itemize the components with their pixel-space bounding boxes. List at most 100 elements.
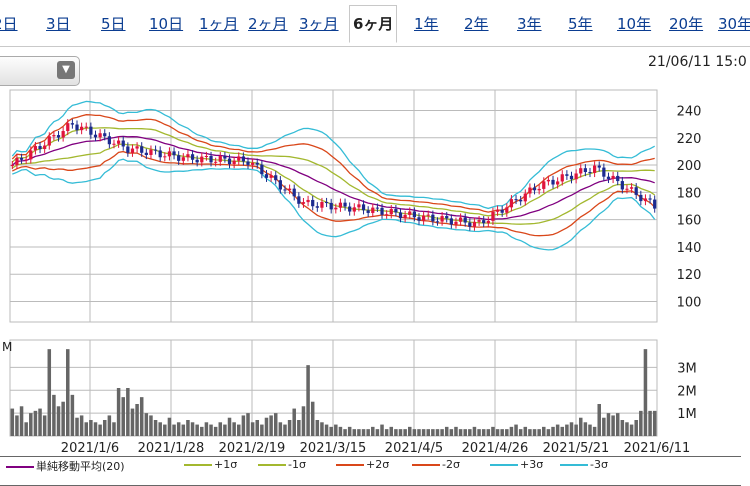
indicator-select[interactable]: ▼ <box>0 56 80 86</box>
candle-body <box>588 172 592 174</box>
legend-label: 単純移動平均(20) <box>36 460 125 473</box>
volume-bar <box>329 426 333 436</box>
candle-body <box>519 200 523 202</box>
volume-bar <box>394 429 398 436</box>
tab-3m[interactable]: 3ヶ月 <box>299 15 339 33</box>
volume-bar <box>560 426 565 436</box>
tab-2m[interactable]: 2ヶ月 <box>248 15 288 33</box>
tab-10d[interactable]: 10日 <box>149 15 184 33</box>
tab-3d[interactable]: 3日 <box>46 15 71 33</box>
volume-bar <box>33 410 38 436</box>
volume-bar <box>652 410 657 436</box>
volume-bar <box>38 408 42 436</box>
price-grid <box>9 89 658 323</box>
volume-bar <box>130 408 135 436</box>
volume-bar <box>56 406 61 436</box>
volume-bar <box>565 424 569 436</box>
volume-bar <box>629 424 634 436</box>
candle-body <box>431 214 435 222</box>
candle-body <box>468 222 472 227</box>
candle-body <box>135 146 139 149</box>
candle-body <box>537 188 541 191</box>
candle-body <box>172 151 176 156</box>
volume-bar <box>523 426 528 436</box>
candle-body <box>551 179 555 185</box>
candle-body <box>70 123 75 125</box>
tab-2d[interactable]: 2日 <box>0 15 18 33</box>
volume-bar <box>24 422 28 436</box>
candle-body <box>177 155 181 161</box>
candle-body <box>532 187 537 191</box>
volume-bar <box>643 349 648 436</box>
volume-bar <box>555 424 560 436</box>
candle-body <box>47 136 51 146</box>
candle-body <box>232 160 236 165</box>
candle-body <box>167 151 172 157</box>
tab-10y[interactable]: 10年 <box>617 15 652 33</box>
candle-body <box>348 206 352 212</box>
candle-body <box>153 149 158 151</box>
volume-bar <box>264 417 269 436</box>
tab-1m[interactable]: 1ヶ月 <box>199 15 239 33</box>
volume-bar <box>491 426 495 436</box>
volume-bar <box>569 422 574 436</box>
volume-bar <box>19 406 24 436</box>
tab-5d[interactable]: 5日 <box>101 15 126 33</box>
candle-body <box>579 168 583 174</box>
volume-bar <box>495 429 500 436</box>
tab-6m[interactable]: 6ヶ月 <box>349 5 398 43</box>
band-line-m2 <box>11 150 656 237</box>
tab-1y[interactable]: 1年 <box>414 15 439 33</box>
candle-body <box>463 217 467 223</box>
y-tick-label: 140 <box>677 241 702 256</box>
tab-5y[interactable]: 5年 <box>568 15 593 33</box>
candle-body <box>394 209 398 213</box>
chevron-down-icon[interactable]: ▼ <box>57 61 75 79</box>
candle-body <box>209 155 213 163</box>
candle-body <box>297 196 301 204</box>
axis-labels: 2021/1/6 2021/1/28 2021/2/19 2021/3/15 2021/… <box>2 104 701 456</box>
volume-bar <box>509 426 514 436</box>
volume-bar <box>403 429 407 436</box>
volume-bar <box>546 429 551 436</box>
candle-body <box>126 146 130 153</box>
volume-bar <box>542 426 546 436</box>
candle-body <box>486 220 490 224</box>
volume-bar <box>66 349 70 436</box>
candle-body <box>366 210 370 213</box>
volume-bar <box>190 422 195 436</box>
candle-body <box>495 209 500 212</box>
volume-bar <box>167 417 172 436</box>
volume-bar <box>172 424 176 436</box>
legend-label: -3σ <box>590 458 608 471</box>
tab-20y[interactable]: 20年 <box>669 15 704 33</box>
tab-2y[interactable]: 2年 <box>464 15 489 33</box>
candle-body <box>287 188 292 191</box>
tab-3y[interactable]: 3年 <box>517 15 542 33</box>
candle-body <box>237 156 241 161</box>
volume-bar <box>463 429 467 436</box>
candle-body <box>412 211 416 218</box>
candle-body <box>648 198 652 200</box>
candle-body <box>597 165 601 168</box>
volume-bar <box>505 429 509 436</box>
candle-body <box>458 217 463 222</box>
candle-body <box>398 212 403 219</box>
candle-body <box>218 156 222 162</box>
volume-bar <box>407 426 412 436</box>
candle-body <box>389 209 393 215</box>
candle-body <box>653 199 657 209</box>
candle-body <box>89 126 93 135</box>
tab-30y[interactable]: 30年 <box>718 15 750 33</box>
volume-bar <box>518 429 523 436</box>
volume-bar <box>347 426 352 436</box>
candle-body <box>422 215 426 221</box>
legend-label: -2σ <box>442 458 460 471</box>
volume-bar <box>606 413 611 436</box>
volume-bar <box>389 426 394 436</box>
candle-body <box>274 175 278 181</box>
candle-body <box>371 207 375 213</box>
volume-bar <box>283 424 287 436</box>
candle-body <box>625 188 629 190</box>
candle-body <box>80 126 84 131</box>
